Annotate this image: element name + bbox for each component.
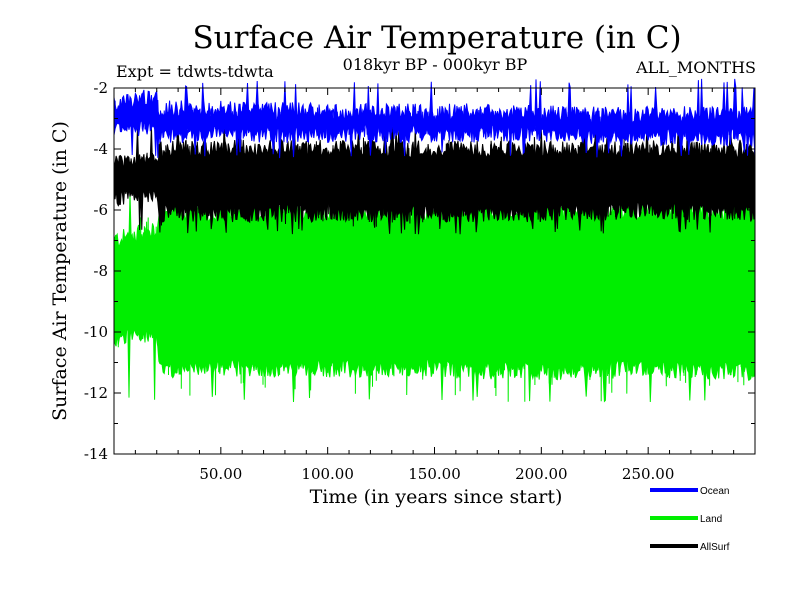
- experiment-label: Expt = tdwts-tdwta: [116, 62, 274, 81]
- legend-label-land: Land: [700, 514, 722, 525]
- x-tick-label: 100.00: [301, 465, 354, 483]
- months-label: ALL_MONTHS: [635, 58, 756, 77]
- y-tick-label: -14: [84, 445, 108, 463]
- y-tick-label: -12: [84, 384, 108, 402]
- axis-layer: 50.00 100.00 150.00 200.00 250.00 -2 -4 -6 -8 -10…: [84, 79, 755, 483]
- series-line-ocean: [113, 92, 756, 142]
- x-tick-label: 50.00: [199, 465, 242, 483]
- y-tick-label: -2: [93, 79, 108, 97]
- x-tick-label: 150.00: [408, 465, 461, 483]
- legend-label-allsurf: AllSurf: [700, 542, 730, 553]
- chart-subtitle: 018kyr BP - 000kyr BP: [343, 55, 528, 74]
- y-tick-label: -10: [84, 323, 108, 341]
- legend: Ocean Land AllSurf: [650, 486, 730, 553]
- series-line-allsurf: [113, 136, 756, 228]
- y-tick-label: -4: [93, 140, 108, 158]
- x-tick-label: 250.00: [622, 465, 675, 483]
- x-axis-label: Time (in years since start): [310, 486, 563, 508]
- x-tick-label: 200.00: [515, 465, 568, 483]
- series-band-land: [113, 185, 756, 403]
- series-layer: [113, 78, 756, 403]
- series-line-land: [113, 179, 756, 402]
- chart-title: Surface Air Temperature (in C): [192, 20, 681, 56]
- legend-label-ocean: Ocean: [700, 486, 729, 497]
- y-tick-label: -6: [93, 201, 108, 219]
- y-tick-label: -8: [93, 262, 108, 280]
- y-axis-label: Surface Air Temperature (in C): [49, 121, 71, 421]
